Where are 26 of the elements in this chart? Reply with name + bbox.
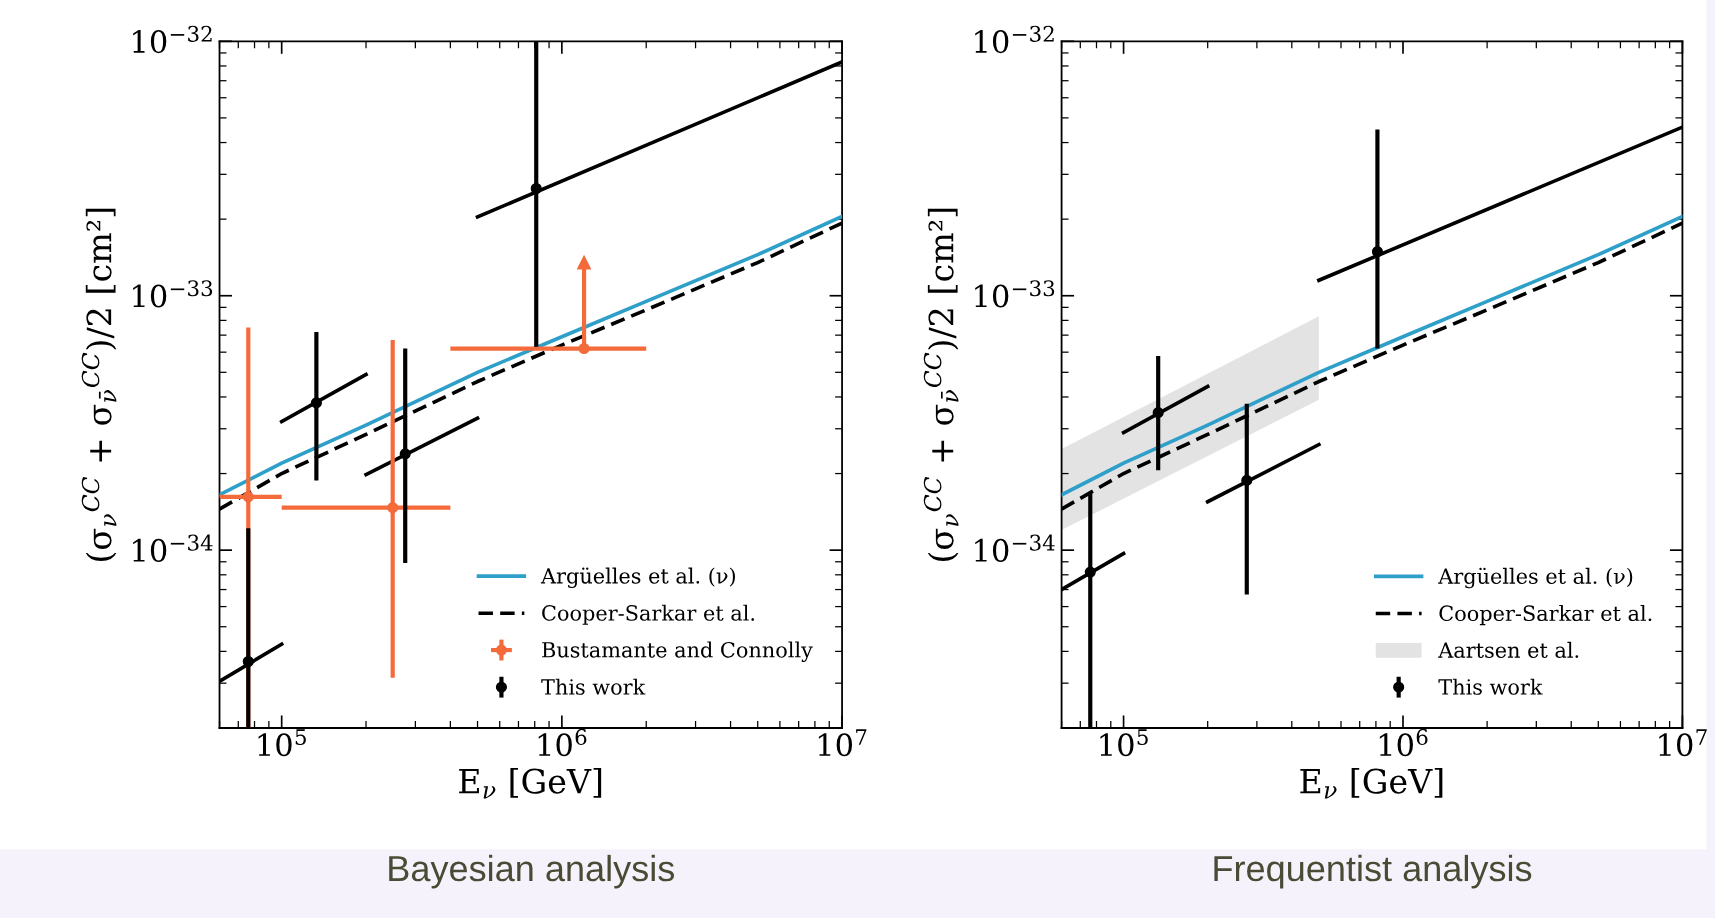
y-tick-label: 10$^{−32}$: [133, 25, 212, 54]
text: Bayesian analysis: [389, 854, 675, 889]
x-axis-title: E$_{ν}$ [GeV]: [459, 767, 602, 799]
legend-label: Argüelles et al. (ν): [1438, 567, 1633, 589]
x-tick-label: 10$^{7}$: [1659, 729, 1707, 757]
legend-label: Argüelles et al. (ν): [540, 567, 735, 589]
legend-label: Cooper-Sarkar et al.: [1439, 604, 1652, 626]
y-tick-label: 10$^{−33}$: [133, 280, 213, 308]
y-axis-title: (σ$_{ν}$$^{CC}$ + σ$_{ν̄}$$^{CC}$)/2 [cm²]: [81, 208, 117, 562]
x-tick-label: 10$^{5}$: [258, 729, 306, 757]
legend-label: This work: [1438, 678, 1543, 695]
x-tick-label: 10$^{6}$: [1379, 728, 1428, 757]
x-tick-label: 10$^{5}$: [1100, 729, 1148, 757]
y-tick-label: 10$^{−32}$: [975, 25, 1054, 54]
x-tick-label: 10$^{7}$: [818, 729, 867, 757]
y-tick-label: 10$^{−33}$: [975, 280, 1055, 308]
legend-label: Cooper-Sarkar et al.: [542, 604, 755, 625]
y-tick-label: 10$^{−34}$: [975, 534, 1055, 562]
y-axis-title: (σ$_{ν}$$^{CC}$ + σ$_{ν̄}$$^{CC}$)/2 [cm²]: [923, 208, 959, 562]
legend-label: Aartsen et al.: [1438, 641, 1579, 658]
x-axis-title: E$_{ν}$ [GeV]: [1300, 767, 1443, 799]
legend-label: Bustamante and Connolly: [542, 641, 813, 662]
x-tick-label: 10$^{6}$: [538, 728, 587, 757]
y-tick-label: 10$^{−34}$: [133, 534, 213, 562]
text: Frequentist analysis: [1214, 854, 1532, 889]
legend-label: This work: [541, 678, 646, 695]
